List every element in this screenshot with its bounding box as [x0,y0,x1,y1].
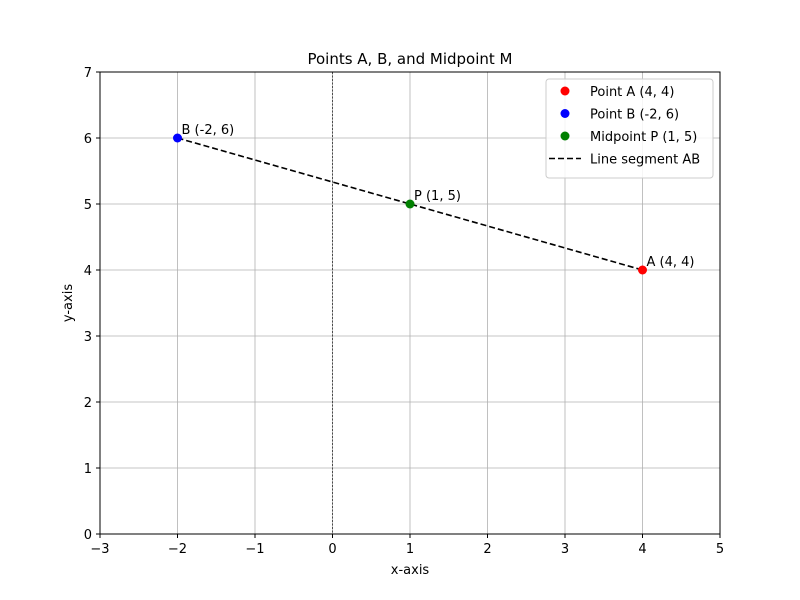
x-tick-label: −2 [168,542,187,557]
x-tick-label: 3 [561,542,569,557]
x-tick-label: −3 [90,542,109,557]
x-axis-label: x-axis [391,563,430,578]
x-tick-label: 1 [406,542,414,557]
data-point [173,133,182,143]
ticks: −3 −2 −1 0 1 2 3 4 5 0 1 2 3 4 5 6 7 [84,66,724,557]
legend: Point A (4, 4) Point B (-2, 6) Midpoint P … [545,78,714,179]
data-point [638,265,647,275]
data-point-label: B (-2, 6) [182,123,235,138]
x-tick-label: −1 [245,542,264,557]
plot-area: A (4, 4) B (-2, 6) P (1, 5) [173,123,694,275]
y-tick-label: 4 [84,264,92,279]
x-tick-label: 0 [328,542,336,557]
data-point [405,199,415,209]
x-tick-label: 2 [483,542,491,557]
legend-marker [560,131,570,141]
y-tick-label: 1 [84,462,92,477]
x-tick-label: 5 [716,542,724,557]
y-tick-label: 6 [84,132,92,147]
legend-label: Point B (-2, 6) [590,108,679,123]
y-tick-label: 5 [84,198,92,213]
data-point-label: A (4, 4) [647,255,695,270]
y-tick-label: 7 [84,66,92,81]
legend-label: Line segment AB [590,153,700,168]
data-point-label: P (1, 5) [414,189,461,204]
legend-marker [560,109,570,118]
legend-marker [560,86,570,96]
legend-label: Midpoint P (1, 5) [590,130,697,145]
chart-title: Points A, B, and Midpoint M [307,50,512,68]
y-tick-label: 3 [84,330,92,345]
y-axis-label: y-axis [61,284,76,322]
legend-label: Point A (4, 4) [590,85,674,100]
x-tick-label: 4 [638,542,646,557]
y-tick-label: 2 [84,396,92,411]
y-tick-label: 0 [84,528,92,543]
legend-box [545,78,714,179]
